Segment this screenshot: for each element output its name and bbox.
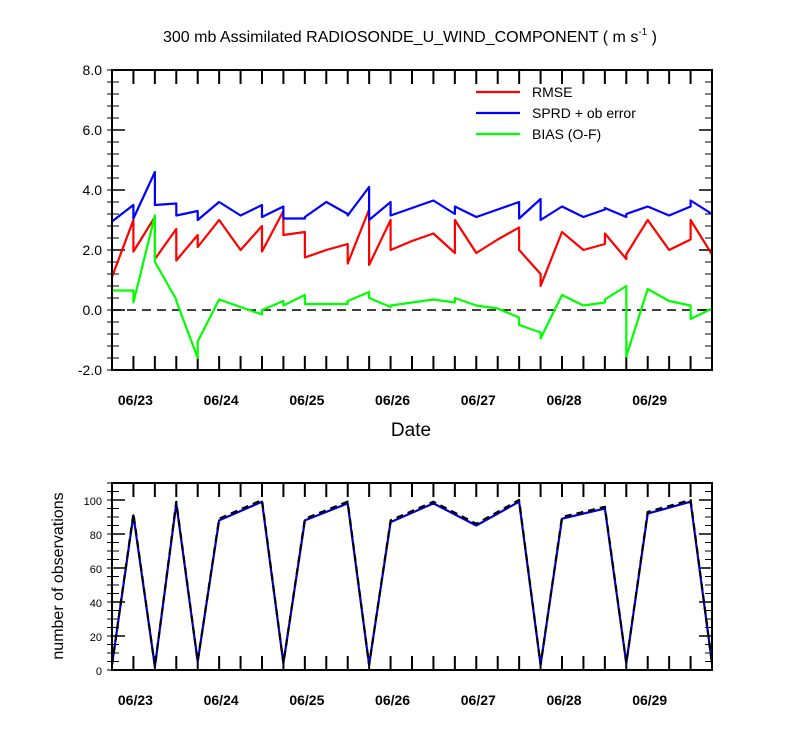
y-tick-label: 4.0 (83, 182, 103, 198)
legend-label-2: BIAS (O-F) (532, 126, 601, 142)
top-plot-frame (111, 69, 713, 371)
y-tick-label: 0.0 (83, 302, 103, 318)
x-tick-label: 06/23 (118, 692, 153, 708)
legend-label-0: RMSE (532, 84, 572, 100)
top-x-tick-labels: 06/23 06/24 06/25 06/26 06/27 06/28 06/29 (118, 392, 668, 408)
x-tick-label: 06/28 (546, 692, 581, 708)
legend: RMSE SPRD + ob error BIAS (O-F) (476, 84, 636, 142)
top-series-lines (110, 170, 713, 360)
x-axis-label: Date (391, 420, 431, 441)
x-tick-label: 06/26 (375, 692, 410, 708)
top-y-tick-labels: -2.0 0.0 2.0 4.0 6.0 8.0 (78, 62, 102, 378)
x-tick-label: 06/24 (204, 692, 239, 708)
series-line-1 (110, 498, 714, 668)
bottom-x-tick-labels: 06/23 06/24 06/25 06/26 06/27 06/28 06/29 (118, 692, 668, 708)
y-tick-label: 20 (90, 632, 102, 644)
y-tick-label: 2.0 (83, 242, 103, 258)
chart-title: 300 mb Assimilated RADIOSONDE_U_WIND_COM… (163, 27, 657, 46)
x-tick-label: 06/26 (375, 392, 410, 408)
top-chart: 300 mb Assimilated RADIOSONDE_U_WIND_COM… (78, 27, 713, 441)
y-axis-label: number of observations (50, 492, 67, 659)
x-tick-label: 06/29 (632, 392, 667, 408)
bottom-plot-frame (111, 482, 713, 671)
y-tick-label: 0 (96, 666, 102, 678)
x-tick-label: 06/28 (546, 392, 581, 408)
x-tick-label: 06/29 (632, 692, 667, 708)
x-tick-label: 06/25 (289, 692, 324, 708)
y-tick-label: 40 (90, 598, 102, 610)
chart-title-main: 300 mb Assimilated RADIOSONDE_U_WIND_COM… (163, 29, 638, 46)
x-tick-label: 06/24 (204, 392, 239, 408)
bottom-y-tick-labels: 0 20 40 60 80 100 (84, 496, 102, 678)
bottom-series-lines (110, 498, 714, 668)
y-tick-label: -2.0 (78, 362, 102, 378)
chart-title-superscript: -1 (638, 27, 647, 38)
series-line-0 (110, 208, 713, 288)
x-tick-label: 06/27 (461, 692, 496, 708)
x-tick-label: 06/23 (118, 392, 153, 408)
series-line-0 (110, 500, 714, 668)
y-tick-label: 60 (90, 564, 102, 576)
y-tick-label: 80 (90, 530, 102, 542)
y-tick-label: 8.0 (83, 62, 103, 78)
legend-label-1: SPRD + ob error (532, 105, 636, 121)
series-line-2 (112, 214, 713, 360)
x-tick-label: 06/25 (289, 392, 324, 408)
x-tick-label: 06/27 (461, 392, 496, 408)
chart-title-close: ) (647, 29, 657, 46)
series-line-1 (111, 170, 713, 223)
y-tick-label: 100 (84, 496, 102, 508)
y-tick-label: 6.0 (83, 122, 103, 138)
